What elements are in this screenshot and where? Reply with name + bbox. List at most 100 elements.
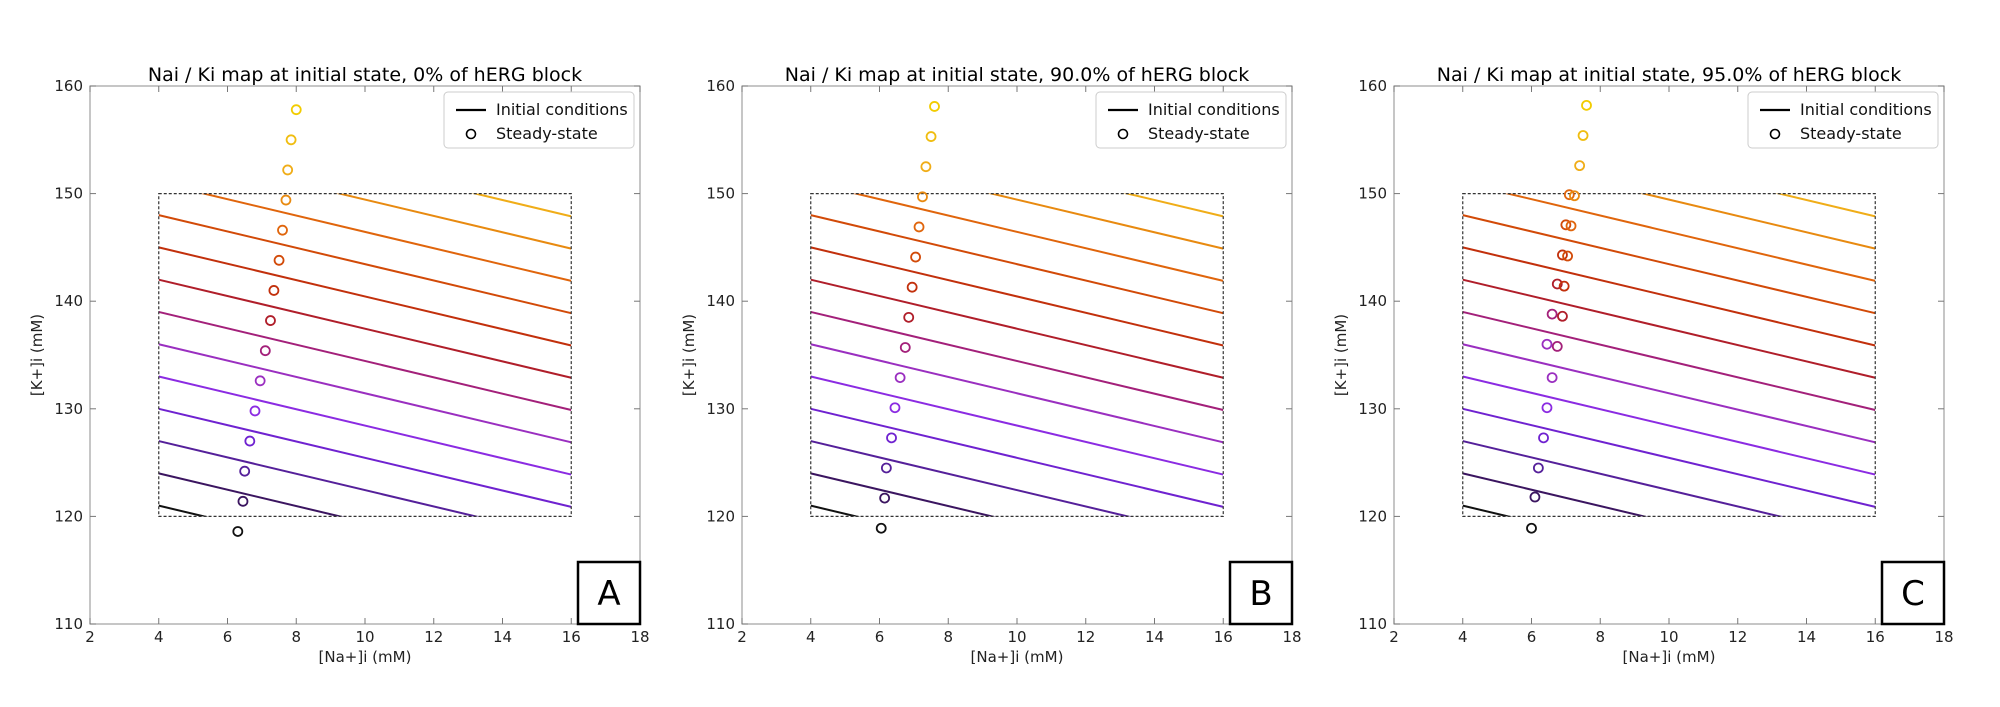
y-tick-label: 150 (706, 185, 735, 203)
legend-entry-steady: Steady-state (496, 124, 598, 143)
contour-line (811, 473, 1224, 571)
steady-state-point (890, 403, 899, 412)
x-axis-label: [Na+]i (mM) (1623, 648, 1716, 666)
contour-line (159, 377, 572, 475)
y-tick-label: 140 (54, 292, 83, 310)
initial-condition-region (811, 194, 1224, 517)
contour-line (1463, 280, 1876, 378)
steady-state-point (908, 283, 917, 292)
steady-state-point (880, 494, 889, 503)
steady-state-point (915, 222, 924, 231)
contour-line (1463, 473, 1876, 571)
y-axis-label: [K+]i (mM) (28, 314, 46, 396)
x-tick-label: 6 (1527, 628, 1537, 646)
y-tick-label: 110 (706, 615, 735, 633)
x-tick-label: 8 (1595, 628, 1605, 646)
x-tick-label: 10 (1659, 628, 1678, 646)
steady-state-point (287, 135, 296, 144)
steady-state-point (251, 406, 260, 415)
y-tick-label: 120 (706, 507, 735, 525)
contour-line (1463, 183, 1876, 281)
x-tick-label: 2 (737, 628, 747, 646)
y-tick-label: 150 (1358, 185, 1387, 203)
y-tick-label: 120 (54, 507, 83, 525)
steady-state-point (275, 256, 284, 265)
contour-line (811, 441, 1224, 539)
steady-state-point (1542, 403, 1551, 412)
x-tick-label: 14 (493, 628, 512, 646)
x-tick-label: 12 (1076, 628, 1095, 646)
contour-line (1463, 151, 1876, 249)
x-tick-label: 10 (355, 628, 374, 646)
legend-entry-steady: Steady-state (1148, 124, 1250, 143)
steady-state-point (281, 196, 290, 205)
steady-state-point (283, 165, 292, 174)
plot-frame (90, 86, 640, 624)
contour-line (1463, 215, 1876, 313)
y-tick-label: 130 (706, 400, 735, 418)
contour-line (159, 312, 572, 410)
steady-state-point (1548, 310, 1557, 319)
x-tick-label: 18 (630, 628, 649, 646)
x-tick-label: 4 (806, 628, 816, 646)
y-tick-label: 160 (1358, 77, 1387, 95)
contour-line (159, 215, 572, 313)
chart-title: Nai / Ki map at initial state, 95.0% of … (1437, 64, 1901, 86)
chart-title: Nai / Ki map at initial state, 0% of hER… (148, 64, 582, 86)
contour-line (159, 441, 572, 539)
contour-line (1463, 312, 1876, 410)
steady-state-point (278, 226, 287, 235)
steady-state-point (896, 373, 905, 382)
x-tick-label: 18 (1282, 628, 1301, 646)
y-tick-label: 140 (706, 292, 735, 310)
panel-letter: C (1901, 574, 1925, 614)
x-tick-label: 18 (1934, 628, 1953, 646)
steady-state-point (1579, 131, 1588, 140)
panel-b-chart: Nai / Ki map at initial state, 90.0% of … (652, 0, 1312, 707)
contour-line (811, 506, 1224, 604)
x-tick-label: 8 (291, 628, 301, 646)
contour-line (159, 473, 572, 571)
steady-state-point (1553, 342, 1562, 351)
contour-line (1463, 409, 1876, 507)
steady-state-point (921, 162, 930, 171)
plot-frame (1394, 86, 1944, 624)
steady-state-point (1548, 373, 1557, 382)
contour-line (159, 280, 572, 378)
contour-lines (811, 86, 1224, 604)
contour-line (159, 247, 572, 345)
x-tick-label: 8 (943, 628, 953, 646)
steady-state-point (256, 376, 265, 385)
y-tick-label: 130 (1358, 400, 1387, 418)
x-tick-label: 16 (562, 628, 581, 646)
contour-line (159, 183, 572, 281)
contour-line (1463, 441, 1876, 539)
chart-title: Nai / Ki map at initial state, 90.0% of … (785, 64, 1249, 86)
steady-state-point (261, 346, 270, 355)
panel-letter: B (1249, 574, 1272, 614)
contour-line (811, 344, 1224, 442)
contour-line (159, 409, 572, 507)
contour-line (1463, 506, 1876, 604)
legend: Initial conditions Steady-state (1096, 92, 1286, 148)
steady-state-point (1534, 463, 1543, 472)
legend: Initial conditions Steady-state (1748, 92, 1938, 148)
steady-state-point (292, 105, 301, 114)
contour-line (159, 344, 572, 442)
contour-line (1463, 344, 1876, 442)
steady-state-point (1527, 524, 1536, 533)
contour-line (811, 183, 1224, 281)
steady-state-point (1530, 493, 1539, 502)
contour-line (811, 215, 1224, 313)
panel-a-chart: Nai / Ki map at initial state, 0% of hER… (0, 0, 660, 707)
x-tick-label: 6 (223, 628, 233, 646)
steady-state-point (245, 437, 254, 446)
initial-condition-region (1463, 194, 1876, 517)
x-tick-label: 2 (1389, 628, 1399, 646)
y-axis-label: [K+]i (mM) (680, 314, 698, 396)
steady-state-point (1575, 161, 1584, 170)
steady-state-point (877, 524, 886, 533)
contour-line (159, 506, 572, 604)
steady-state-point (927, 132, 936, 141)
panel-c-chart: Nai / Ki map at initial state, 95.0% of … (1304, 0, 1964, 707)
